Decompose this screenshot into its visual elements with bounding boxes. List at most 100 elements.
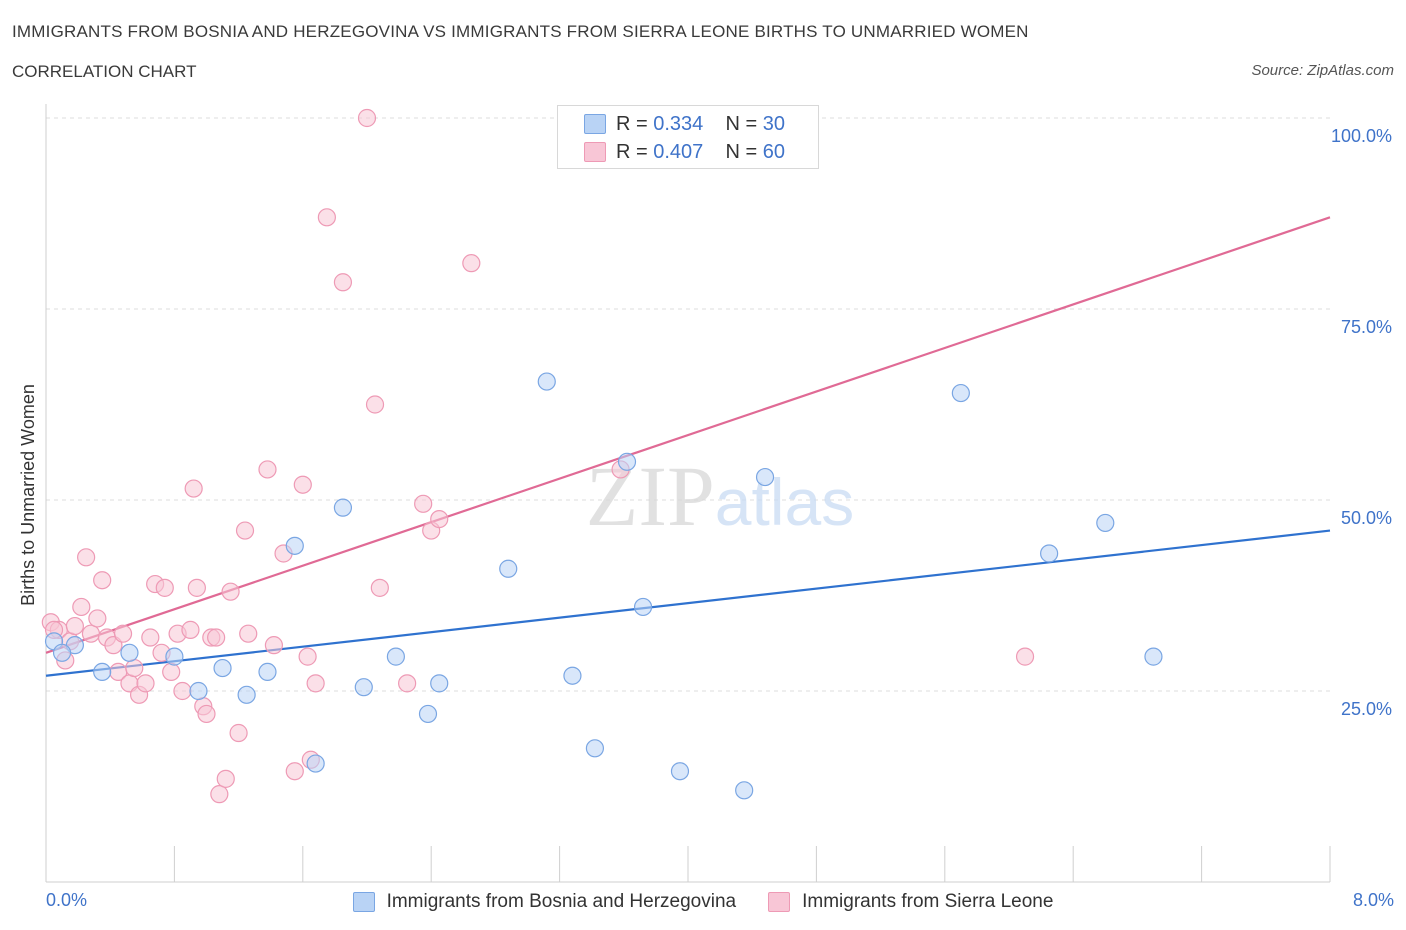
bosnia-point-9 [285,536,304,555]
n-value: 60 [762,140,786,163]
sierra-leone-point-18 [141,628,160,647]
bosnia-point-14 [418,704,438,724]
sierra-leone-swatch [768,892,791,912]
sierra-leone-point-41 [285,762,304,781]
r-label: R = [616,140,654,163]
y-tick-label-2: 50.0% [1341,508,1392,528]
source-label: Source: ZipAtlas.com [1251,62,1394,79]
y-tick-labels: 100.0% 75.0% 50.0% 25.0% [1331,126,1392,719]
sierra-leone-point-46 [317,208,336,227]
sierra-leone-point-35 [229,723,248,743]
sierra-leone-point-25 [181,620,200,639]
legend-label-sierra-leone: Immigrants from Sierra Leone [802,891,1054,912]
sierra-leone-trend-line [45,216,1331,654]
y-tick-label-1: 75.0% [1341,317,1392,337]
bosnia-point-28 [1144,647,1163,666]
sierra-leone-point-15 [125,658,144,678]
bosnia-point-18 [563,666,582,685]
sierra-leone-point-22 [162,662,181,682]
sierra-leone-point-24 [173,681,192,701]
bosnia-point-26 [1040,544,1059,563]
bosnia-point-3 [120,643,139,662]
watermark-atlas: atlas [715,465,854,539]
sierra-leone-point-33 [216,769,235,788]
y-tick-label-3: 25.0% [1341,699,1392,719]
sierra-leone-point-13 [113,624,133,643]
legend-label-bosnia: Immigrants from Bosnia and Herzegovina [386,891,737,912]
trend-lines [45,216,1331,677]
bosnia-point-4 [165,647,184,666]
sierra-leone-point-47 [333,273,353,292]
bosnia-point-7 [237,685,256,704]
bosnia-point-19 [585,739,605,758]
r-value: 0.407 [653,140,704,163]
sierra-leone-point-58 [1015,647,1035,666]
sierra-leone-point-6 [77,548,96,567]
sierra-leone-point-37 [239,624,258,643]
stats-row-sierra-leone: R = 0.407 N = 60 [584,139,786,165]
bosnia-point-21 [633,597,653,617]
x-tick-label-max: 8.0% [1352,890,1394,910]
x-tick-label-min: 0.0% [46,890,88,910]
n-value: 30 [762,112,786,135]
bosnia-point-27 [1096,513,1115,533]
stats-legend: R = 0.334 N = 30 R = 0.407 N = 60 [557,105,819,169]
sierra-leone-point-39 [264,636,284,655]
grid-lines [46,117,1330,692]
axes [45,104,1331,883]
sierra-leone-point-32 [210,785,229,804]
bosnia-point-24 [755,467,775,487]
sierra-leone-point-7 [81,624,101,643]
sierra-leone-point-9 [93,571,112,590]
watermark-zip: ZIP [586,448,715,544]
sierra-leone-point-45 [306,674,325,693]
bosnia-point-5 [189,681,208,701]
stats-row-bosnia: R = 0.334 N = 30 [584,111,786,137]
watermark: ZIPatlas [586,448,854,544]
bosnia-point-25 [951,383,970,403]
bosnia-point-20 [617,452,637,471]
legend-item-sierra-leone[interactable]: Immigrants from Sierra Leone [768,891,1053,913]
chart-title: IMMIGRANTS FROM BOSNIA AND HERZEGOVINA V… [12,22,1029,41]
series-legend: Immigrants from Bosnia and Herzegovina I… [0,888,1406,916]
bosnia-trend-line [45,529,1331,677]
bosnia-point-6 [213,658,232,678]
sierra-leone-point-52 [414,494,433,513]
sierra-leone-point-21 [155,578,174,597]
bosnia-swatch [584,114,606,134]
sierra-leone-point-36 [235,521,255,540]
sierra-leone-point-38 [258,460,277,479]
sierra-leone-point-29 [197,704,216,724]
sierra-leone-point-49 [365,395,385,414]
bosnia-point-10 [306,754,325,773]
sierra-leone-point-26 [184,479,203,498]
n-label: N = [725,112,763,135]
n-label: N = [725,140,763,163]
sierra-leone-point-5 [72,597,91,617]
sierra-leone-point-4 [65,616,84,636]
sierra-leone-point-43 [298,647,317,666]
bosnia-point-15 [430,674,449,693]
data-points [41,108,1163,804]
bosnia-point-29 [52,643,72,662]
bosnia-point-11 [333,498,353,517]
sierra-leone-point-42 [293,475,312,494]
bosnia-point-8 [258,662,277,682]
bosnia-point-2 [93,662,112,682]
sierra-leone-point-8 [88,609,107,628]
r-label: R = [616,112,654,135]
sierra-leone-point-50 [370,578,389,597]
sierra-leone-point-51 [398,674,417,693]
bosnia-point-23 [735,781,754,800]
legend-item-bosnia[interactable]: Immigrants from Bosnia and Herzegovina [352,891,737,913]
bosnia-point-13 [386,647,405,666]
bosnia-point-12 [354,678,373,697]
r-value: 0.334 [653,112,704,135]
sierra-leone-swatch [584,142,606,162]
bosnia-point-16 [499,559,518,578]
sierra-leone-point-48 [357,108,377,128]
y-axis-title: Births to Unmarried Women [18,384,38,606]
y-tick-label-0: 100.0% [1331,126,1392,146]
bosnia-point-22 [670,762,690,781]
chart-subtitle: CORRELATION CHART [12,62,197,81]
